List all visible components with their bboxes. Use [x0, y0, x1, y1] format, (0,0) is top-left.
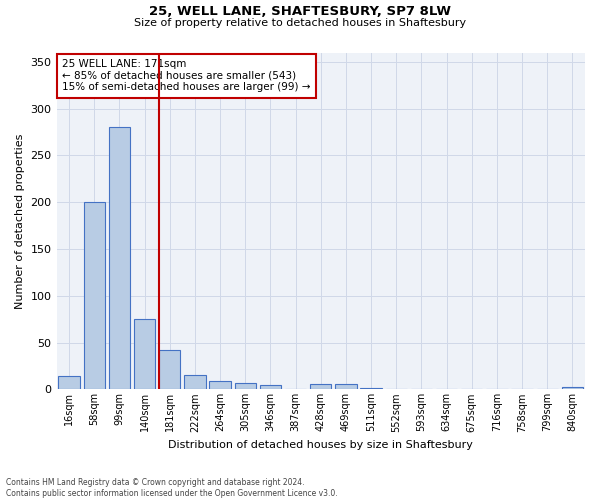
- Bar: [361, 388, 382, 390]
- Bar: [335, 384, 356, 390]
- Bar: [159, 350, 181, 390]
- Text: 25 WELL LANE: 171sqm
← 85% of detached houses are smaller (543)
15% of semi-deta: 25 WELL LANE: 171sqm ← 85% of detached h…: [62, 59, 310, 92]
- Bar: [83, 202, 105, 390]
- Bar: [310, 384, 331, 390]
- Bar: [562, 386, 583, 390]
- Bar: [209, 381, 231, 390]
- Bar: [109, 128, 130, 390]
- Text: Contains HM Land Registry data © Crown copyright and database right 2024.
Contai: Contains HM Land Registry data © Crown c…: [6, 478, 338, 498]
- Text: Size of property relative to detached houses in Shaftesbury: Size of property relative to detached ho…: [134, 18, 466, 28]
- Bar: [235, 383, 256, 390]
- Bar: [134, 319, 155, 390]
- Text: 25, WELL LANE, SHAFTESBURY, SP7 8LW: 25, WELL LANE, SHAFTESBURY, SP7 8LW: [149, 5, 451, 18]
- X-axis label: Distribution of detached houses by size in Shaftesbury: Distribution of detached houses by size …: [169, 440, 473, 450]
- Bar: [58, 376, 80, 390]
- Bar: [260, 384, 281, 390]
- Y-axis label: Number of detached properties: Number of detached properties: [15, 134, 25, 308]
- Bar: [184, 376, 206, 390]
